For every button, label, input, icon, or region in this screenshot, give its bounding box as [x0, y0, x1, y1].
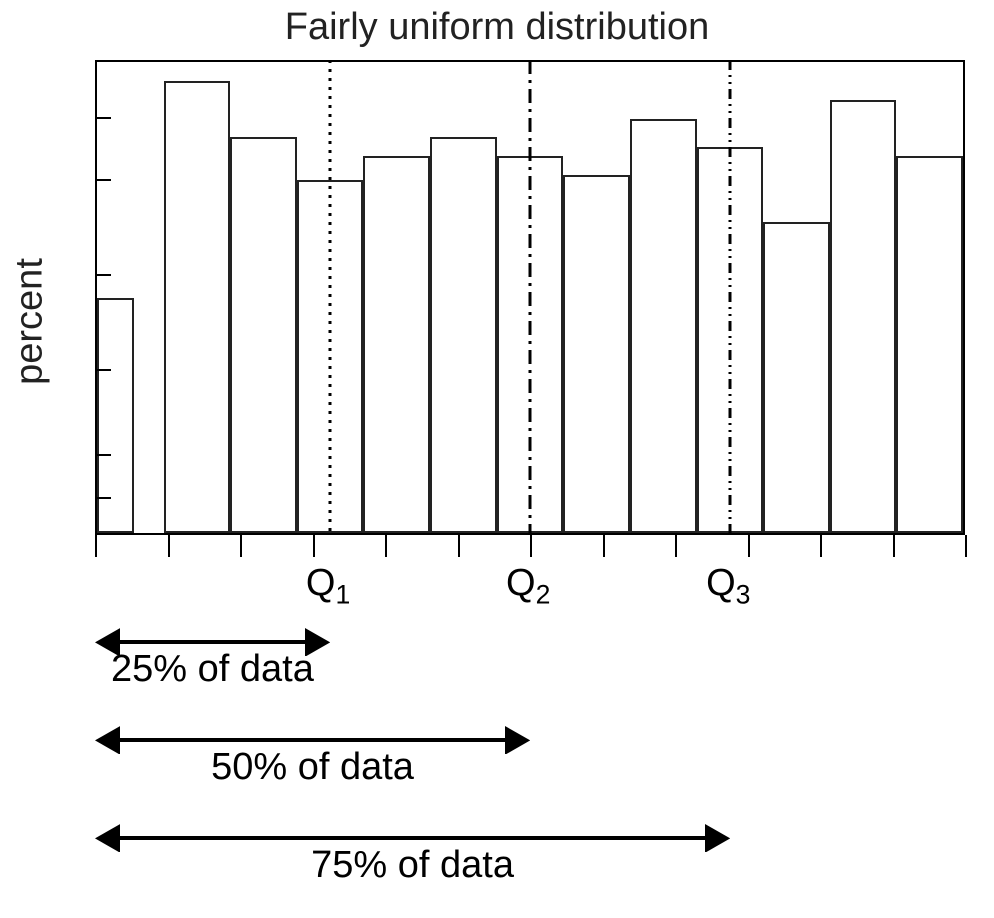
y-tick — [95, 369, 111, 371]
arrowhead-icon — [95, 824, 120, 853]
histogram-bar — [563, 175, 630, 533]
x-tick — [893, 535, 895, 557]
x-tick — [95, 535, 97, 557]
x-tick — [168, 535, 170, 557]
arrowhead-icon — [705, 824, 730, 853]
y-tick — [95, 454, 111, 456]
histogram-bar — [763, 222, 830, 533]
data-range-arrow — [105, 738, 520, 742]
data-range-label: 50% of data — [193, 746, 433, 789]
quartile-line-q3 — [728, 60, 732, 535]
x-tick — [675, 535, 677, 557]
quartile-line-q2 — [528, 60, 532, 535]
x-tick — [240, 535, 242, 557]
y-axis-label: percent — [9, 252, 52, 392]
x-tick — [820, 535, 822, 557]
histogram-bar — [164, 81, 231, 533]
x-tick — [385, 535, 387, 557]
x-tick — [603, 535, 605, 557]
chart-title: Fairly uniform distribution — [285, 6, 709, 49]
x-tick — [458, 535, 460, 557]
data-range-arrow — [105, 640, 320, 644]
quartile-label-q2: Q2 — [506, 562, 550, 611]
histogram-bar — [430, 137, 497, 533]
x-tick — [313, 535, 315, 557]
histogram-bar — [230, 137, 297, 533]
histogram-bar — [363, 156, 430, 533]
y-tick — [95, 274, 111, 276]
data-range-arrow — [105, 836, 720, 840]
y-tick — [95, 179, 111, 181]
histogram-bar — [830, 100, 897, 533]
quartile-label-q1: Q1 — [306, 562, 350, 611]
y-tick — [95, 497, 111, 499]
histogram-bar — [896, 156, 963, 533]
quartile-label-q3: Q3 — [706, 562, 750, 611]
histogram-bar — [630, 119, 697, 533]
x-tick — [748, 535, 750, 557]
arrowhead-icon — [95, 726, 120, 755]
quartile-line-q1 — [328, 60, 332, 535]
arrowhead-icon — [505, 726, 530, 755]
data-range-label: 75% of data — [293, 844, 533, 887]
x-tick — [965, 535, 967, 557]
y-tick — [95, 117, 111, 119]
data-range-label: 25% of data — [92, 648, 332, 691]
x-tick — [530, 535, 532, 557]
